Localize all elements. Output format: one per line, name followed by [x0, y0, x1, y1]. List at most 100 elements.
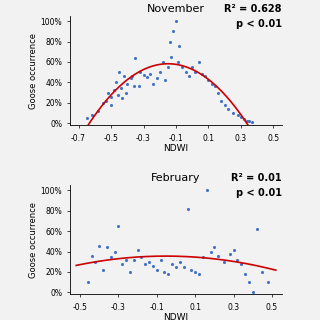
Point — [187, 74, 192, 79]
Point — [89, 112, 94, 117]
Point — [125, 82, 130, 87]
Point — [208, 249, 213, 254]
Point — [266, 280, 271, 285]
Point — [97, 244, 102, 249]
Point — [250, 290, 255, 295]
Point — [212, 245, 217, 250]
Point — [120, 95, 125, 100]
Point — [104, 98, 109, 103]
Point — [238, 115, 244, 120]
Point — [227, 251, 232, 256]
Point — [250, 120, 255, 125]
Point — [185, 206, 190, 211]
Point — [239, 261, 244, 266]
Point — [136, 84, 141, 89]
Point — [116, 223, 121, 228]
Point — [204, 188, 209, 193]
Point — [243, 271, 248, 276]
Point — [170, 261, 175, 266]
Point — [148, 72, 153, 77]
Point — [180, 64, 185, 69]
Point — [177, 43, 182, 48]
Point — [170, 29, 175, 34]
Point — [199, 72, 204, 77]
Point — [166, 271, 171, 276]
Point — [124, 257, 129, 262]
Point — [225, 106, 230, 111]
Point — [89, 253, 94, 258]
Point — [95, 108, 100, 114]
Point — [246, 280, 252, 285]
Title: November: November — [147, 4, 205, 14]
Point — [216, 253, 221, 258]
Point — [175, 59, 180, 64]
Point — [165, 64, 171, 69]
Point — [212, 84, 218, 89]
Text: R² = 0.01: R² = 0.01 — [231, 173, 282, 183]
Point — [144, 75, 149, 80]
Point — [135, 247, 140, 252]
Point — [84, 116, 89, 121]
Title: February: February — [151, 173, 201, 183]
Point — [130, 74, 135, 79]
Point — [108, 254, 113, 259]
Point — [203, 74, 208, 79]
Point — [206, 78, 211, 83]
Point — [169, 54, 174, 60]
Point — [147, 259, 152, 264]
Point — [127, 269, 132, 275]
Point — [246, 118, 252, 124]
Point — [131, 84, 136, 89]
Point — [138, 69, 143, 75]
Point — [105, 90, 110, 95]
Point — [219, 98, 224, 103]
Text: p < 0.01: p < 0.01 — [236, 188, 282, 198]
Point — [150, 263, 156, 268]
Point — [108, 94, 114, 99]
Point — [133, 55, 138, 60]
Point — [100, 100, 106, 105]
Point — [93, 259, 98, 264]
Point — [230, 110, 236, 116]
Y-axis label: Goose occurrence: Goose occurrence — [29, 33, 38, 108]
Point — [139, 254, 144, 259]
Point — [260, 269, 265, 275]
Point — [181, 264, 186, 269]
Point — [222, 102, 227, 107]
Point — [193, 69, 198, 75]
Point — [235, 257, 240, 262]
X-axis label: NDWI: NDWI — [164, 313, 188, 320]
Point — [157, 69, 162, 75]
Point — [162, 269, 167, 275]
Point — [235, 112, 240, 117]
Point — [196, 271, 202, 276]
Point — [189, 267, 194, 272]
Point — [143, 261, 148, 266]
Point — [209, 82, 214, 87]
Point — [200, 254, 205, 259]
Point — [167, 39, 172, 44]
Point — [177, 259, 182, 264]
Y-axis label: Goose occurrence: Goose occurrence — [29, 202, 38, 278]
Point — [122, 74, 127, 79]
Point — [85, 280, 90, 285]
Point — [120, 261, 125, 266]
Point — [173, 264, 179, 269]
Text: p < 0.01: p < 0.01 — [236, 19, 282, 29]
Point — [196, 59, 201, 64]
Point — [112, 249, 117, 254]
Text: R² = 0.628: R² = 0.628 — [224, 4, 282, 14]
Point — [158, 257, 163, 262]
Point — [254, 227, 259, 232]
Point — [231, 247, 236, 252]
Point — [104, 245, 109, 250]
Point — [242, 116, 247, 122]
X-axis label: NDWI: NDWI — [164, 144, 188, 153]
Point — [151, 82, 156, 87]
Point — [160, 59, 165, 64]
Point — [112, 88, 117, 93]
Point — [108, 102, 114, 107]
Point — [154, 76, 159, 81]
Point — [154, 267, 159, 272]
Point — [123, 90, 128, 95]
